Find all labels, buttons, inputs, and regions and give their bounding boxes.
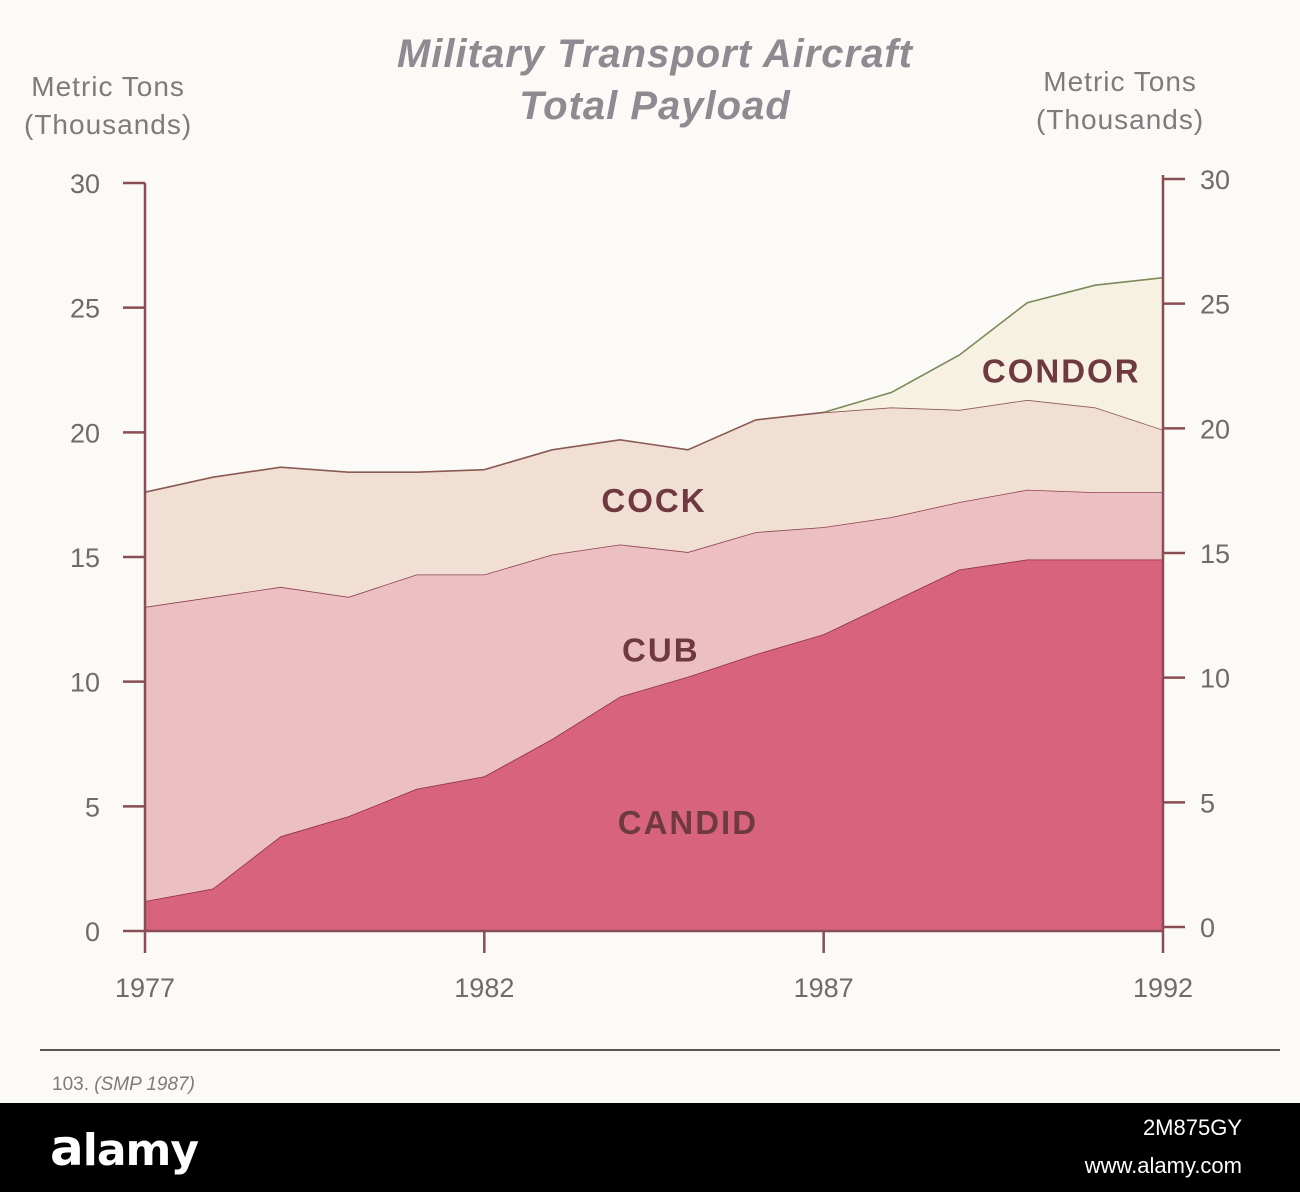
area-cub	[145, 489, 1163, 902]
area-cock	[145, 399, 1163, 607]
left-y-tick-label-25: 25	[70, 294, 100, 324]
area-condor	[145, 277, 1163, 493]
chart-title-line-2: Total Payload	[519, 84, 791, 128]
left-y-tick-label-0: 0	[85, 917, 100, 947]
chart-figure: 0 0 5 5 10 10 15 15 20 20 25 25 30 30 1977 1982 1987 1992…	[24, 32, 1280, 1096]
chart-plot: 0 0 5 5 10 10 15 15 20 20 25 25 30 30 1977 1982 1987 1992…	[40, 165, 1280, 1051]
series-line-condor	[823, 276, 1164, 414]
footer-caption: 103. (SMP 1987)	[52, 1074, 195, 1096]
left-y-tick-label-10: 10	[70, 668, 100, 698]
x-tick-label-1987: 1987	[794, 973, 854, 1003]
right-y-tick-label-15: 15	[1200, 539, 1230, 569]
series-label-cub: CUB	[622, 632, 700, 669]
figure-number: 103.	[52, 1074, 89, 1095]
x-tick-label-1977: 1977	[115, 973, 175, 1003]
right-y-axis-label: Metric Tons (Thousands)	[1036, 63, 1204, 139]
left-y-tick-label-5: 5	[85, 792, 100, 822]
watermark-bar: alamy 2M875GY www.alamy.com	[0, 1103, 1300, 1192]
left-y-axis-label-line-1: Metric Tons	[31, 71, 185, 102]
right-y-tick-label-25: 25	[1200, 290, 1230, 320]
left-y-axis-label-line-2: (Thousands)	[24, 109, 193, 140]
chart-title-line-1: Military Transport Aircraft	[396, 32, 913, 76]
area-candid	[145, 559, 1163, 931]
series-label-cock: COCK	[601, 482, 706, 519]
right-y-tick-label-20: 20	[1200, 414, 1230, 444]
right-y-axis-label-line-1: Metric Tons	[1043, 66, 1197, 97]
left-y-tick-label-15: 15	[70, 543, 100, 573]
left-y-tick-label-30: 30	[70, 169, 100, 199]
right-y-tick-label-5: 5	[1200, 788, 1215, 818]
series-label-condor: CONDOR	[982, 353, 1141, 390]
watermark-logo: alamy	[50, 1119, 199, 1177]
left-y-tick-label-20: 20	[70, 418, 100, 448]
x-tick-label-1992: 1992	[1133, 973, 1193, 1003]
x-tick-label-1982: 1982	[454, 973, 514, 1003]
series-label-candid: CANDID	[618, 804, 758, 841]
right-y-axis-label-line-2: (Thousands)	[1036, 104, 1205, 135]
source-note: (SMP 1987)	[94, 1074, 195, 1095]
watermark-image-id: 2M875GY	[1142, 1115, 1242, 1140]
right-y-tick-label-0: 0	[1200, 913, 1215, 943]
right-y-tick-label-10: 10	[1200, 664, 1230, 694]
left-y-axis-label: Metric Tons (Thousands)	[24, 68, 192, 144]
watermark-url: www.alamy.com	[1084, 1153, 1242, 1178]
right-y-tick-label-30: 30	[1200, 165, 1230, 195]
